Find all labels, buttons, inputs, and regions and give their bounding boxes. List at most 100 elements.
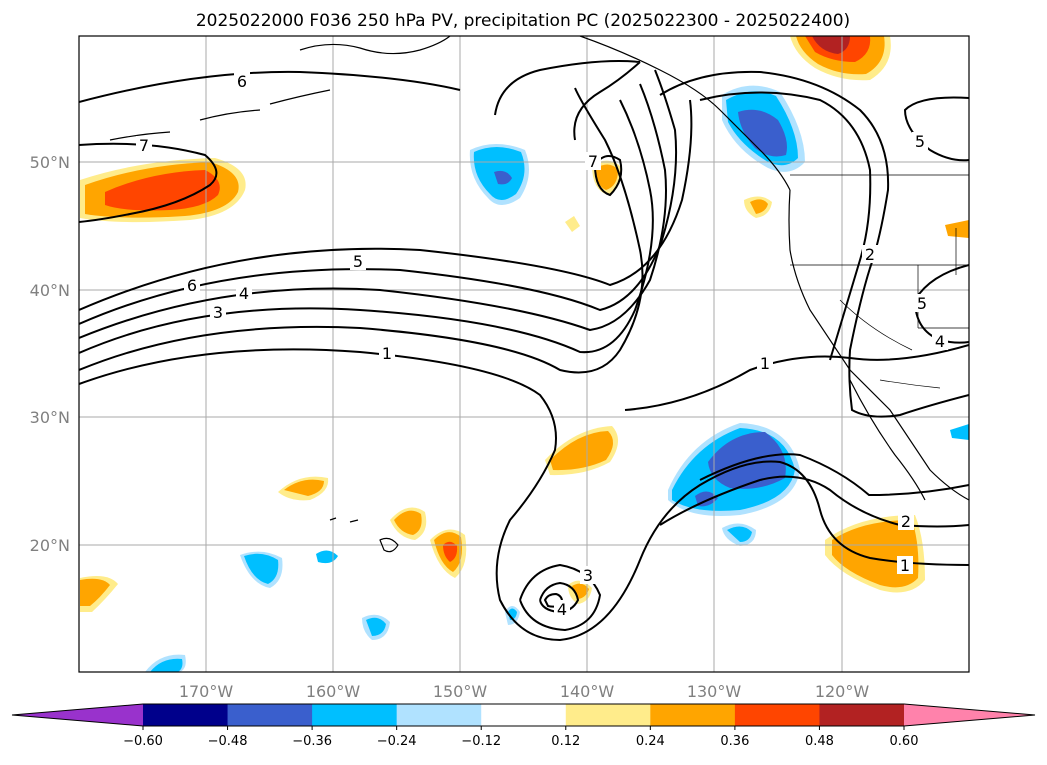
pv-contour-4 xyxy=(79,99,654,354)
positive-anomaly-region xyxy=(596,164,618,190)
positive-anomaly-region xyxy=(394,510,422,535)
colorbar-segment xyxy=(227,704,313,726)
contour-label: 2 xyxy=(865,245,875,264)
colorbar-tick-label: 0.36 xyxy=(720,734,749,749)
pv-contour-sub2 xyxy=(699,453,969,497)
contour-label: 4 xyxy=(557,600,567,619)
pv-contour-low xyxy=(519,563,602,632)
contour-label: 2 xyxy=(901,512,911,531)
positive-anomaly-region xyxy=(80,578,110,606)
pv-contour-top xyxy=(79,70,461,103)
pv-contour-3 xyxy=(79,87,644,374)
pv-contour-pv xyxy=(494,60,641,141)
contour-label-bg xyxy=(554,600,570,618)
latitude-labels: 50°N 40°N 30°N 20°N xyxy=(30,153,70,555)
gridlines xyxy=(79,36,969,672)
lon-label: 120°W xyxy=(815,682,870,701)
positive-anomaly-region xyxy=(284,479,324,496)
contour-label: 7 xyxy=(139,136,149,155)
colorbar-extend-high xyxy=(904,704,1035,726)
lon-label: 160°W xyxy=(306,682,361,701)
lon-label: 170°W xyxy=(179,682,234,701)
pv-contour-east xyxy=(903,96,969,162)
pv-contour-bering xyxy=(79,142,218,223)
contour-label: 3 xyxy=(213,303,223,322)
pv-contour-low2 xyxy=(539,581,580,614)
pv-contour-5 xyxy=(79,83,667,339)
contour-labels: 6 7 5 6 4 3 1 7 1 2 5 4 5 2 xyxy=(136,72,948,619)
pv-contour-east2 xyxy=(913,264,969,344)
contour-label-bg xyxy=(757,354,773,372)
contour-label-bg xyxy=(210,303,226,321)
contour-label-bg xyxy=(897,556,913,574)
map-title: 2025022000 F036 250 hPa PV, precipitatio… xyxy=(196,11,850,31)
colorbar-tick-label: −0.60 xyxy=(123,734,163,749)
contour-label-bg xyxy=(184,276,200,294)
pv-contour-sub xyxy=(659,475,969,528)
lat-label: 40°N xyxy=(30,281,70,300)
contour-label-bg xyxy=(236,284,252,302)
negative-anomaly-region xyxy=(738,109,787,157)
alaska-panhandle xyxy=(579,36,791,191)
contour-label: 1 xyxy=(900,556,910,575)
positive-anomaly-region xyxy=(105,170,220,211)
pv-contour-6 xyxy=(79,69,678,325)
negative-anomaly-region xyxy=(494,170,512,185)
positive-anomaly-region xyxy=(443,541,458,562)
colorbar-segment xyxy=(565,704,651,726)
aleutian-islands xyxy=(109,89,331,141)
colorbar-segment xyxy=(396,704,482,726)
contour-label: 4 xyxy=(239,284,249,303)
positive-anomaly-region xyxy=(750,199,768,214)
colorbar-tick-label: −0.48 xyxy=(208,734,248,749)
colorbar-segment xyxy=(312,704,398,726)
positive-anomaly-region xyxy=(832,520,919,588)
contour-label-bg xyxy=(585,152,601,170)
colorbar-tick-label: 0.60 xyxy=(890,734,919,749)
baja-coast xyxy=(849,379,926,501)
contour-label-bg xyxy=(932,332,948,350)
contour-label: 4 xyxy=(935,332,945,351)
contour-label-bg xyxy=(898,512,914,530)
contour-label: 1 xyxy=(382,344,392,363)
contour-label-bg xyxy=(862,245,878,263)
negative-anomaly-region xyxy=(150,658,183,672)
lon-label: 150°W xyxy=(433,682,488,701)
pv-contour-cutoff xyxy=(594,155,623,197)
colorbar: −0.60 −0.48 −0.36 −0.24 −0.12 0.12 0.24 0.36 0.4… xyxy=(11,703,1036,749)
contour-label: 1 xyxy=(760,354,770,373)
contour-label-bg xyxy=(379,344,395,362)
negative-anomaly-region xyxy=(727,526,752,542)
lat-label: 20°N xyxy=(30,536,70,555)
negative-anomaly-region xyxy=(950,424,969,440)
contour-label: 7 xyxy=(588,152,598,171)
pv-contour-1b xyxy=(624,344,969,411)
lon-label: 140°W xyxy=(560,682,615,701)
lat-label: 50°N xyxy=(30,153,70,172)
contour-label: 3 xyxy=(583,566,593,585)
lon-label: 130°W xyxy=(687,682,742,701)
positive-anomaly-region xyxy=(565,216,580,232)
contour-label: 5 xyxy=(917,294,927,313)
contour-label: 6 xyxy=(187,276,197,295)
negative-anomaly-region xyxy=(366,617,386,636)
contour-label-bg xyxy=(350,252,366,270)
colorbar-segment xyxy=(143,704,229,726)
contour-label: 5 xyxy=(353,252,363,271)
lat-label: 30°N xyxy=(30,408,70,427)
colorbar-extend-low xyxy=(12,704,143,726)
contour-label-bg xyxy=(136,136,152,154)
negative-anomaly-region xyxy=(244,553,279,584)
pv-contours xyxy=(79,60,969,642)
longitude-labels: 170°W 160°W 150°W 140°W 130°W 120°W xyxy=(179,682,870,701)
colorbar-segment xyxy=(481,704,567,726)
precip-anomaly-shading xyxy=(80,36,969,672)
colorbar-tick-label: −0.12 xyxy=(461,734,501,749)
positive-anomaly-region xyxy=(550,431,614,471)
map-frame xyxy=(78,35,970,673)
colorbar-tick-label: 0.12 xyxy=(551,734,580,749)
colorbar-segment xyxy=(650,704,736,726)
colorbar-segment xyxy=(734,704,820,726)
pv-contour-1 xyxy=(79,348,969,642)
